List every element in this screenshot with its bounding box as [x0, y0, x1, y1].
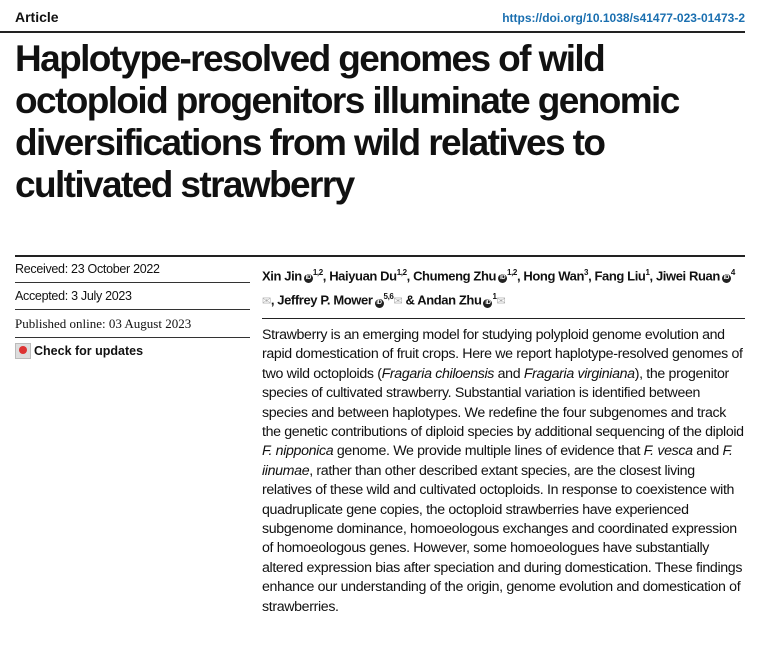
abstract: Strawberry is an emerging model for stud…	[262, 326, 744, 617]
abstract-text: Strawberry is an emerging model for stud…	[262, 327, 743, 382]
orcid-icon[interactable]: iD	[483, 298, 493, 308]
species-name: F. nipponica	[262, 443, 334, 460]
orcid-icon[interactable]: iD	[374, 298, 384, 308]
abstract-text: genome. We provide multiple lines of evi…	[333, 443, 644, 460]
abstract-text: and	[494, 365, 524, 382]
abstract-text: , rather than other described extant spe…	[262, 462, 743, 615]
affiliation-number: 1,2	[396, 268, 407, 277]
abstract-text: ), the progenitor species of cultivated …	[262, 365, 744, 441]
species-name: Fragaria virginiana	[523, 365, 635, 382]
species-name: Fragaria chiloensis	[381, 365, 495, 382]
header-rule	[15, 255, 745, 257]
affiliation-number: 1,2	[507, 268, 517, 277]
divider	[15, 337, 250, 338]
check-for-updates-button[interactable]: Check for updates	[15, 343, 250, 359]
paper-title: Haplotype-resolved genomes of wild octop…	[15, 38, 680, 205]
affiliation-number: 4	[730, 268, 735, 277]
accepted-date: Accepted: 3 July 2023	[15, 289, 132, 303]
affiliation-number: 1	[492, 292, 497, 302]
affiliation-number: 1	[645, 268, 650, 277]
check-updates-icon	[15, 343, 31, 359]
author-name[interactable]: Hong Wan	[523, 268, 584, 284]
email-icon[interactable]: ✉	[496, 295, 506, 308]
article-type-label: Article	[15, 9, 59, 25]
divider	[15, 282, 250, 283]
author-name[interactable]: Xin Jin	[262, 268, 302, 284]
email-icon[interactable]: ✉	[393, 295, 403, 308]
published-date: Published online: 03 August 2023	[15, 316, 192, 331]
author-name[interactable]: Jiwei Ruan	[655, 268, 720, 284]
abstract-rule	[262, 318, 745, 319]
species-name: F. iinumae	[262, 443, 733, 479]
author-name[interactable]: Haiyuan Du	[329, 268, 397, 284]
author-list: Xin Jin iD1,2, Haiyuan Du1,2, Chumeng Zhu…	[262, 268, 735, 308]
email-icon[interactable]: ✉	[262, 295, 271, 308]
doi-link[interactable]: https://doi.org/10.1038/s41477-023-01473…	[502, 11, 745, 25]
affiliation-number: 5,6	[383, 292, 394, 302]
received-date: Received: 23 October 2022	[15, 262, 160, 276]
author-name[interactable]: Chumeng Zhu	[413, 268, 497, 284]
check-updates-label: Check for updates	[34, 344, 144, 358]
affiliation-number: 3	[584, 268, 589, 277]
orcid-icon[interactable]: iD	[721, 274, 731, 284]
abstract-text: and	[692, 443, 723, 460]
orcid-icon[interactable]: iD	[498, 274, 508, 284]
author-name[interactable]: Andan Zhu	[417, 292, 482, 308]
top-rule	[0, 31, 745, 33]
affiliation-number: 1,2	[312, 268, 323, 277]
author-name[interactable]: Jeffrey P. Mower	[277, 292, 373, 308]
orcid-icon[interactable]: iD	[303, 274, 313, 284]
species-name: F. vesca	[643, 443, 693, 460]
author-name[interactable]: Fang Liu	[594, 268, 646, 284]
divider	[15, 309, 250, 310]
